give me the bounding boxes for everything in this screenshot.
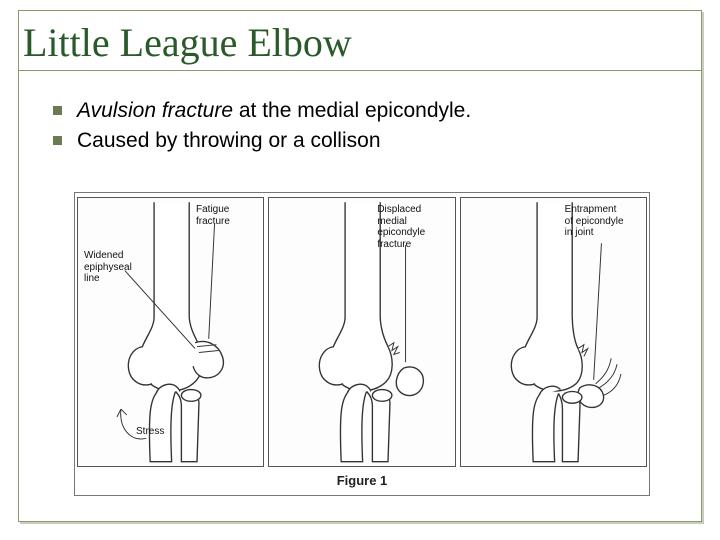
- label-widened-epiphyseal: Widenedepiphysealline: [84, 250, 132, 285]
- figure-1: Fatiguefracture Widenedepiphysealline St…: [74, 192, 650, 496]
- label-entrapment: Entrapmentof epicondylein joint: [565, 204, 624, 239]
- elbow-diagram-2: [269, 198, 454, 466]
- bullet-text: at the medial epicondyle.: [233, 99, 471, 122]
- label-stress: Stress: [136, 426, 164, 438]
- bullet-text: Caused by throwing or a collison: [77, 129, 381, 152]
- bullet-item: Avulsion fracture at the medial epicondy…: [49, 97, 683, 125]
- panel-fatigue-fracture: Fatiguefracture Widenedepiphysealline St…: [77, 197, 264, 467]
- panel-entrapment: Entrapmentof epicondylein joint: [460, 197, 647, 467]
- bullet-list: Avulsion fracture at the medial epicondy…: [49, 97, 683, 156]
- panel-displaced-fracture: Displacedmedialepicondylefracture: [268, 197, 455, 467]
- slide-content: Avulsion fracture at the medial epicondy…: [19, 71, 701, 168]
- slide-title: Little League Elbow: [23, 19, 697, 66]
- elbow-diagram-1: [78, 198, 263, 466]
- bullet-item: Caused by throwing or a collison: [49, 127, 683, 155]
- label-displaced-fracture: Displacedmedialepicondylefracture: [377, 204, 425, 250]
- title-underline: Little League Elbow: [19, 11, 701, 71]
- figure-panels: Fatiguefracture Widenedepiphysealline St…: [75, 193, 649, 471]
- figure-caption: Figure 1: [75, 471, 649, 488]
- bullet-italic: Avulsion fracture: [77, 99, 233, 122]
- label-fatigue-fracture: Fatiguefracture: [196, 204, 230, 227]
